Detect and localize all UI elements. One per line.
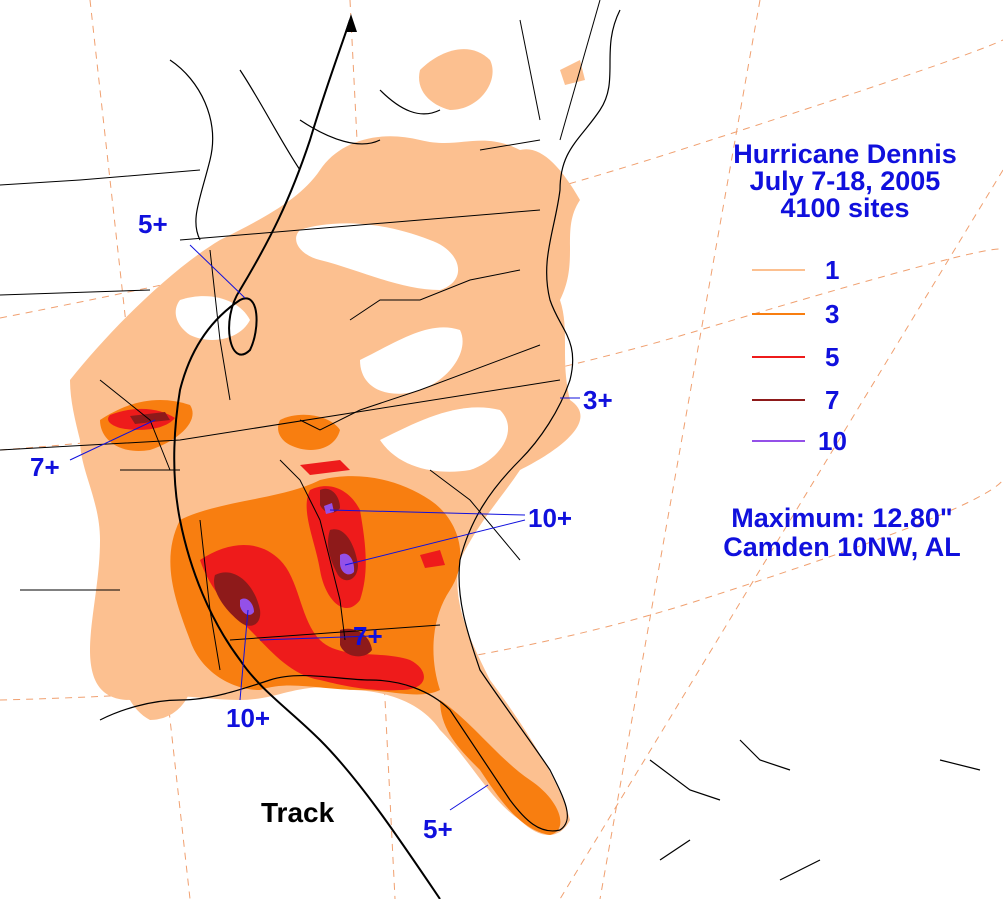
annotation-3plus-east: 3+	[583, 385, 613, 415]
state-borders	[0, 0, 601, 671]
rain-shade-10	[240, 503, 355, 615]
legend-label-3: 3	[825, 299, 839, 329]
track-arrow-icon	[345, 14, 357, 32]
map-title-line3: 4100 sites	[780, 193, 909, 223]
map-title-line2: July 7-18, 2005	[750, 166, 941, 196]
maximum-location: Camden 10NW, AL	[723, 532, 961, 562]
annotation-5plus-north: 5+	[138, 209, 168, 239]
legend-label-5: 5	[825, 342, 839, 372]
annotation-10plus-alabama: 10+	[226, 703, 270, 733]
legend-label-1: 1	[825, 255, 839, 285]
track-label: Track	[261, 797, 335, 828]
map-title-line1: Hurricane Dennis	[733, 139, 957, 169]
rain-gaps	[60, 223, 509, 556]
rain-shade-3	[100, 400, 561, 835]
coastline	[99, 9, 981, 881]
annotation-pointers	[69, 244, 580, 811]
annotation-7plus-florida: 7+	[353, 621, 383, 651]
hurricane-track-line	[173, 19, 441, 899]
maximum-value: Maximum: 12.80"	[731, 503, 952, 533]
annotation-5plus-south: 5+	[423, 814, 453, 844]
annotation-10plus-georgia: 10+	[528, 503, 572, 533]
legend-label-10: 10	[818, 426, 847, 456]
legend-label-7: 7	[825, 385, 839, 415]
legend: 1 3 5 7 10	[752, 255, 847, 456]
annotation-7plus-west: 7+	[30, 452, 60, 482]
